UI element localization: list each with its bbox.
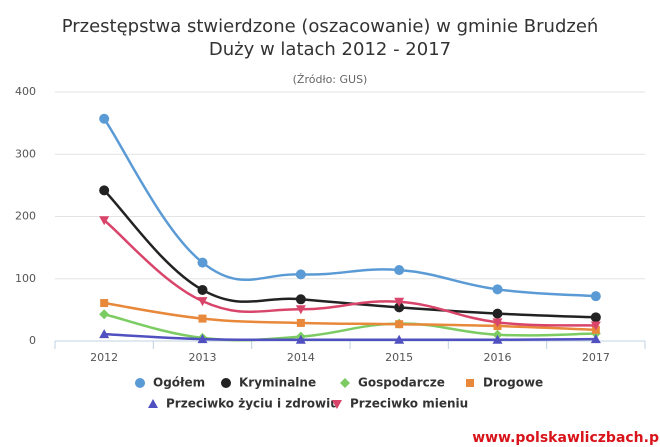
marker [295,269,306,280]
marker [295,305,306,315]
marker [492,318,503,328]
marker [295,294,306,305]
legend-marker [148,399,158,408]
legend-label: Przeciwko mieniu [350,397,468,411]
marker [99,185,110,196]
x-tick-label: 2016 [484,351,512,364]
y-tick-label: 0 [29,334,36,347]
marker [99,216,110,226]
chart-title: Duży w latach 2012 - 2017 [209,39,451,60]
marker [197,334,208,344]
marker [395,320,404,329]
legend-marker [332,400,342,409]
watermark: www.polskawliczbach.p [472,430,659,446]
marker [197,284,208,295]
legend-marker [340,378,350,388]
marker [394,265,405,276]
marker [99,113,110,124]
marker [197,297,208,307]
legend-label: Kryminalne [239,376,316,390]
marker [394,297,405,307]
marker [590,334,601,344]
marker [99,329,110,339]
x-tick-label: 2017 [582,351,610,364]
legend-label: Ogółem [153,376,205,390]
chart-title: Przestępstwa stwierdzone (oszacowanie) w… [62,16,599,37]
series-line [104,332,596,342]
series-line [103,118,596,298]
marker [590,321,601,331]
y-tick-label: 300 [15,147,36,160]
x-tick-label: 2013 [189,351,217,364]
series-line [103,189,596,319]
legend-marker [221,378,231,388]
chart-subtitle: (Źródło: GUS) [293,73,368,86]
marker [590,312,601,323]
marker [394,334,405,344]
marker [100,299,109,308]
marker [492,334,503,344]
legend-marker [466,379,474,387]
marker [197,257,208,268]
marker [295,334,306,344]
marker [492,284,503,295]
y-tick-label: 100 [15,272,36,285]
marker [198,314,207,323]
marker [590,291,601,302]
x-tick-label: 2012 [90,351,118,364]
legend-label: Drogowe [483,376,543,390]
y-tick-label: 400 [15,85,36,98]
series-line [103,313,596,342]
legend-marker [135,378,145,388]
x-tick-label: 2014 [287,351,315,364]
series-line [103,301,596,332]
y-tick-label: 200 [15,210,36,223]
marker [296,318,305,327]
legend-label: Przeciwko życiu i zdrowiu [166,397,339,411]
marker [492,308,503,319]
legend-label: Gospodarcze [358,376,445,390]
x-tick-label: 2015 [385,351,413,364]
marker [394,302,405,313]
marker [99,309,110,320]
